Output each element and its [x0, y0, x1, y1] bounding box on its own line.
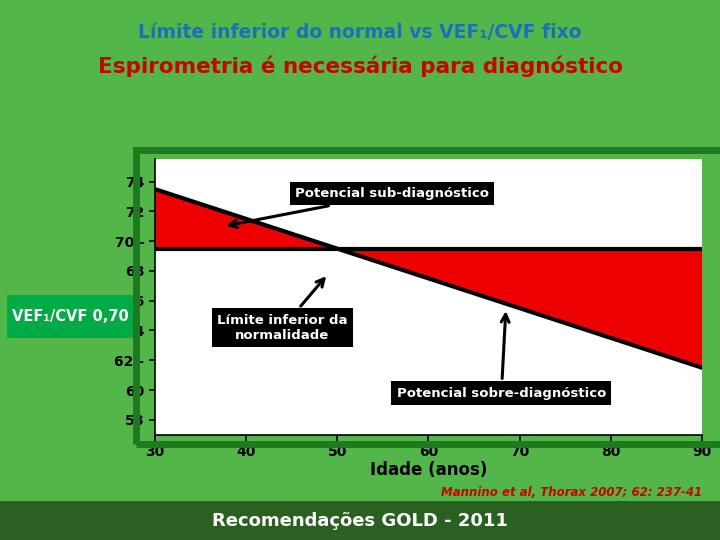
Text: Idade (anos): Idade (anos) — [369, 461, 487, 479]
Text: Espirometria é necessária para diagnóstico: Espirometria é necessária para diagnósti… — [97, 55, 623, 77]
Text: Mannino et al, Thorax 2007; 62: 237-41: Mannino et al, Thorax 2007; 62: 237-41 — [441, 486, 702, 499]
Text: Recomendações GOLD - 2011: Recomendações GOLD - 2011 — [212, 511, 508, 530]
Text: Límite inferior do normal vs VEF₁/CVF fixo: Límite inferior do normal vs VEF₁/CVF fi… — [138, 23, 582, 42]
Text: Potencial sub-diagnóstico: Potencial sub-diagnóstico — [229, 187, 489, 227]
Text: VEF₁/CVF 0,70: VEF₁/CVF 0,70 — [12, 309, 129, 324]
Text: Límite inferior da
normalidade: Límite inferior da normalidade — [217, 279, 348, 341]
Polygon shape — [155, 189, 337, 248]
Text: Potencial sobre-diagnóstico: Potencial sobre-diagnóstico — [397, 314, 606, 400]
Polygon shape — [337, 248, 702, 368]
